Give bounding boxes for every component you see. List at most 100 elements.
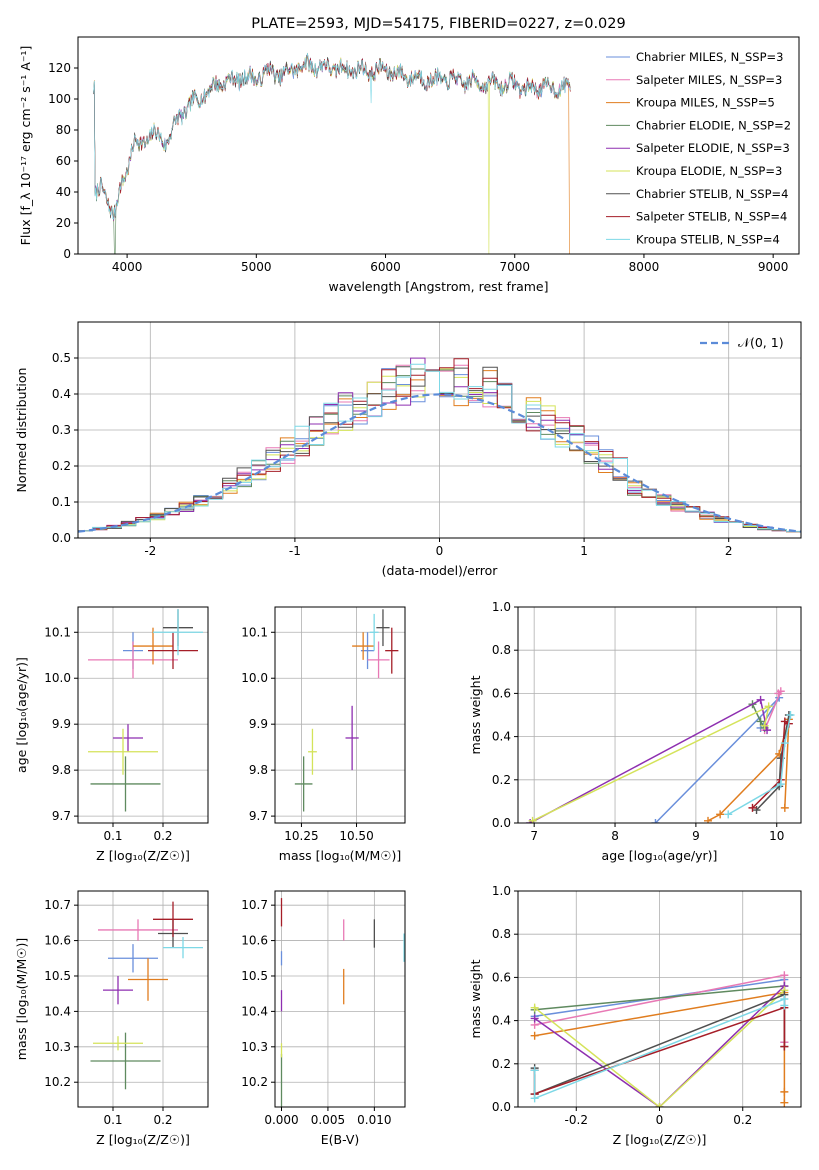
y-tick-label: 10.3: [241, 1040, 268, 1054]
y-tick-label: 80: [56, 123, 71, 137]
plot-area: [93, 52, 571, 254]
spectrum-series-line: [93, 53, 571, 221]
x-tick-label: 9000: [758, 260, 789, 274]
plot-area: [280, 898, 405, 1107]
y-tick-label: 9.8: [52, 763, 71, 777]
y-tick-label: 10.4: [44, 1004, 71, 1018]
spectrum-series-line: [93, 52, 571, 220]
x-tick-label: 4000: [112, 260, 143, 274]
y-tick-label: 0.3: [52, 423, 71, 437]
mass-weight-line: [751, 720, 790, 809]
axes-frame: [517, 606, 802, 824]
legend-label: Kroupa ELODIE, N_SSP=3: [636, 164, 782, 178]
x-tick-label: 8000: [629, 260, 660, 274]
mass-weight-marker: [780, 971, 789, 980]
mass-weight-marker: [756, 695, 765, 704]
mass-weight-line: [654, 697, 780, 823]
x-tick-label: 0.2: [733, 1113, 752, 1127]
y-tick-label: 0.1: [52, 495, 71, 509]
y-tick-label: 0.2: [52, 459, 71, 473]
x-tick-label: -1: [289, 544, 301, 558]
y-tick-label: 10.4: [241, 1004, 268, 1018]
x-tick-label: 0.1: [103, 829, 122, 843]
y-axis-label: age [log₁₀(age/yr)]: [14, 657, 29, 773]
y-axis-label: mass [log₁₀(M/M☉)]: [14, 938, 29, 1060]
mass-weight-marker: [752, 806, 761, 815]
y-tick-label: 9.7: [52, 809, 71, 823]
y-tick-label: 0.4: [492, 1014, 511, 1028]
y-tick-label: 10.1: [44, 625, 71, 639]
x-tick-label: 8: [611, 829, 619, 843]
mass-weight-marker: [756, 717, 765, 726]
y-tick-label: 0.4: [52, 387, 71, 401]
x-tick-label: 7: [530, 829, 538, 843]
mass-weight-marker: [530, 1066, 539, 1075]
panel-mass-weight-vs-Z: -0.2 0 0.2 0.0 0.2 0.4 0.6 0.8 1.0 Z [log₁₀(Z/Z☉)…: [468, 884, 802, 1147]
legend-label: Chabrier MILES, N_SSP=3: [636, 50, 783, 64]
x-axis-label: Z [log₁₀(Z/Z☉)]: [96, 848, 190, 863]
mass-weight-marker: [780, 1042, 789, 1051]
mass-weight-marker: [780, 1098, 789, 1107]
x-axis-label: Z [log₁₀(Z/Z☉)]: [96, 1132, 190, 1147]
x-tick-label: 2: [725, 544, 733, 558]
x-tick-label: 0.010: [357, 1113, 391, 1127]
x-tick-label: 10.50: [339, 829, 373, 843]
y-tick-label: 9.7: [249, 809, 268, 823]
y-tick-label: 0.8: [492, 927, 511, 941]
axes-frame: [77, 606, 209, 824]
panel-mass-vs-ebv: 0.000 0.005 0.010 10.2 10.3 10.4 10.5 10.6 10.7 E…: [241, 890, 406, 1147]
y-tick-label: 10.7: [44, 898, 71, 912]
y-tick-label: 10.5: [44, 969, 71, 983]
x-axis-label: Z [log₁₀(Z/Z☉)]: [613, 1132, 707, 1147]
x-axis-label: age [log₁₀(age/yr)]: [602, 848, 718, 863]
spectrum-series-line: [93, 53, 571, 254]
y-tick-label: 0.8: [492, 643, 511, 657]
y-tick-label: 0.0: [492, 816, 511, 830]
legend-label: Kroupa MILES, N_SSP=5: [636, 96, 775, 110]
y-tick-label: 100: [48, 92, 71, 106]
x-tick-label: 0: [436, 544, 444, 558]
spectrum-series-line: [93, 53, 571, 218]
y-tick-label: 120: [48, 61, 71, 75]
x-tick-label: 10.25: [284, 829, 318, 843]
x-axis-label: (data-model)/error: [382, 563, 499, 578]
mass-weight-line: [534, 985, 785, 1011]
x-axis-label: E(B-V): [321, 1132, 360, 1147]
mass-weight-line: [532, 705, 770, 822]
axes-frame: [77, 890, 209, 1108]
y-tick-label: 10.6: [44, 934, 71, 948]
legend-label: Salpeter MILES, N_SSP=3: [636, 73, 782, 87]
mass-weight-line: [534, 989, 785, 1107]
mass-weight-marker: [774, 689, 783, 698]
y-tick-label: 1.0: [492, 884, 511, 898]
x-tick-label: 0.005: [311, 1113, 345, 1127]
axes-frame: [77, 36, 800, 255]
mass-weight-marker: [530, 1014, 539, 1023]
mass-weight-line: [534, 985, 785, 1107]
mass-weight-marker: [651, 819, 660, 823]
mass-weight-marker: [763, 726, 772, 735]
mass-weight-marker: [530, 1094, 539, 1103]
y-tick-label: 0.6: [492, 970, 511, 984]
x-tick-label: 0.1: [103, 1113, 122, 1127]
y-tick-label: 10.6: [241, 934, 268, 948]
y-tick-label: 9.8: [249, 763, 268, 777]
mass-weight-marker: [780, 803, 789, 812]
chart-title: PLATE=2593, MJD=54175, FIBERID=0227, z=0…: [251, 16, 625, 32]
x-axis-label: wavelength [Angstrom, rest frame]: [328, 279, 548, 294]
x-tick-label: 10: [769, 829, 784, 843]
x-tick-label: 0.2: [153, 1113, 172, 1127]
y-tick-label: 60: [56, 154, 71, 168]
y-tick-label: 0.6: [492, 686, 511, 700]
mass-weight-marker: [780, 739, 789, 748]
plot-area: [294, 609, 399, 812]
x-tick-label: 6000: [370, 260, 401, 274]
panel-spectrum: Chabrier MILES, N_SSP=3 Salpeter MILES, N…: [18, 16, 800, 294]
y-axis-label: mass weight: [468, 959, 483, 1038]
y-axis-label: mass weight: [468, 675, 483, 754]
y-tick-label: 9.9: [52, 717, 71, 731]
y-tick-label: 10.2: [241, 1075, 268, 1089]
x-tick-label: 7000: [499, 260, 530, 274]
x-tick-label: -2: [144, 544, 156, 558]
